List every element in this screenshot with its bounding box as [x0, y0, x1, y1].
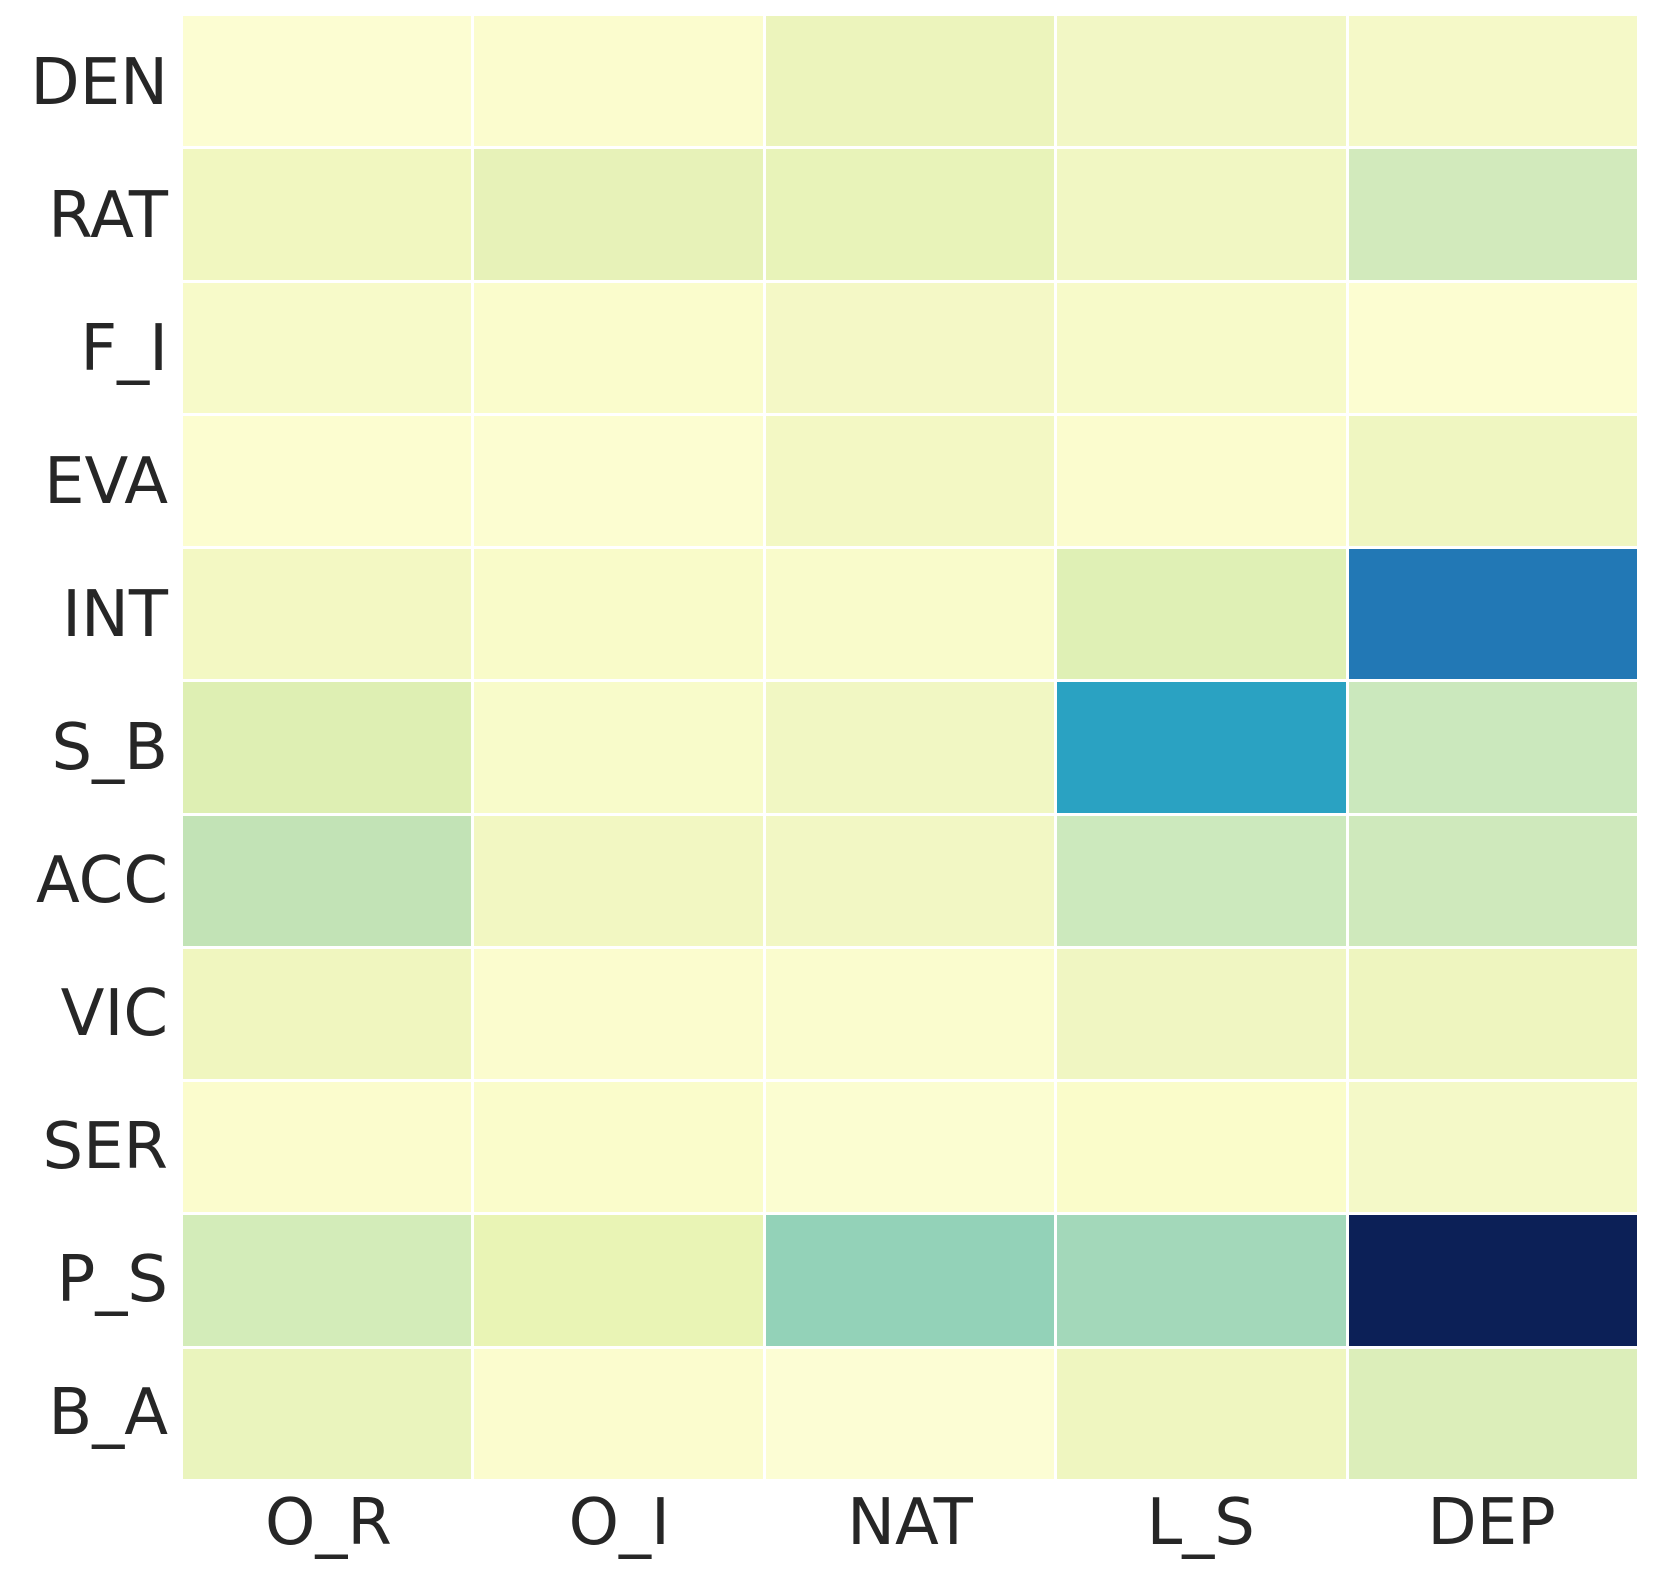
heatmap-cell [474, 682, 763, 813]
heatmap-cell [765, 815, 1055, 946]
heatmap-cell [765, 948, 1055, 1080]
y-tick-label: EVA [44, 444, 168, 519]
heatmap-cell [183, 415, 472, 547]
x-tick-label: O_I [568, 1486, 670, 1560]
heatmap-cell [1057, 948, 1346, 1080]
heatmap-cell [183, 149, 472, 280]
x-tick-label: O_R [264, 1486, 392, 1560]
x-tick-label: NAT [847, 1486, 973, 1560]
heatmap-cell [1348, 948, 1637, 1080]
heatmap-cell [1348, 815, 1637, 946]
heatmap-cell [1348, 1082, 1637, 1213]
heatmap-cell [765, 682, 1055, 813]
heatmap-cell [183, 16, 472, 147]
heatmap-cell [474, 549, 763, 680]
heatmap-cell [765, 1348, 1055, 1479]
heatmap-cell [1057, 415, 1346, 547]
x-tick-label: DEP [1427, 1486, 1556, 1560]
heatmap-cell [765, 415, 1055, 547]
heatmap-cell [474, 815, 763, 946]
heatmap-grid [183, 16, 1637, 1479]
y-tick-label: SER [42, 1109, 168, 1184]
heatmap-cell [1348, 16, 1637, 147]
heatmap-cell [1057, 815, 1346, 946]
heatmap-cell [183, 815, 472, 946]
y-tick-label: RAT [48, 178, 168, 253]
y-tick-label: B_A [48, 1375, 168, 1450]
heatmap-cell [1348, 282, 1637, 413]
heatmap-cell [183, 1348, 472, 1479]
heatmap-cell [765, 549, 1055, 680]
x-tick-label: L_S [1146, 1486, 1255, 1560]
heatmap-cell [1348, 415, 1637, 547]
y-tick-label: S_B [51, 710, 168, 785]
heatmap-cell [183, 682, 472, 813]
heatmap-cell [1057, 1348, 1346, 1479]
heatmap-cell [765, 1215, 1055, 1346]
y-tick-label: VIC [60, 976, 168, 1051]
heatmap-cell [474, 948, 763, 1080]
heatmap-cell [474, 16, 763, 147]
heatmap-cell [183, 1215, 472, 1346]
heatmap-cell [183, 549, 472, 680]
heatmap-cell [183, 282, 472, 413]
heatmap-cell [474, 1215, 763, 1346]
heatmap-cell [1057, 16, 1346, 147]
heatmap-cell [1348, 149, 1637, 280]
heatmap-cell [1057, 682, 1346, 813]
heatmap-cell [1057, 1215, 1346, 1346]
heatmap-cell [1057, 549, 1346, 680]
heatmap-cell [765, 149, 1055, 280]
heatmap-cell [1057, 282, 1346, 413]
heatmap-cell [765, 282, 1055, 413]
heatmap-cell [1348, 1215, 1637, 1346]
heatmap-cell [1348, 682, 1637, 813]
heatmap-cell [183, 1082, 472, 1213]
y-axis-tick-labels: DEN RAT F_I EVA INT S_B ACC VIC SER P_S B_A [0, 16, 168, 1479]
heatmap-cell [765, 1082, 1055, 1213]
heatmap-cell [474, 282, 763, 413]
y-tick-label: ACC [35, 843, 168, 918]
heatmap-cell [474, 1082, 763, 1213]
heatmap-cell [765, 16, 1055, 147]
y-tick-label: INT [62, 577, 168, 652]
heatmap-cell [474, 1348, 763, 1479]
y-tick-label: DEN [30, 45, 168, 120]
heatmap-cell [183, 948, 472, 1080]
y-tick-label: F_I [80, 311, 168, 386]
heatmap-cell [474, 149, 763, 280]
heatmap-cell [1348, 1348, 1637, 1479]
heatmap-cell [474, 415, 763, 547]
heatmap-cell [1348, 549, 1637, 680]
y-tick-label: P_S [56, 1242, 168, 1317]
x-axis-tick-labels: O_R O_I NAT L_S DEP [183, 1486, 1637, 1587]
heatmap-cell [1057, 1082, 1346, 1213]
heatmap-cell [1057, 149, 1346, 280]
